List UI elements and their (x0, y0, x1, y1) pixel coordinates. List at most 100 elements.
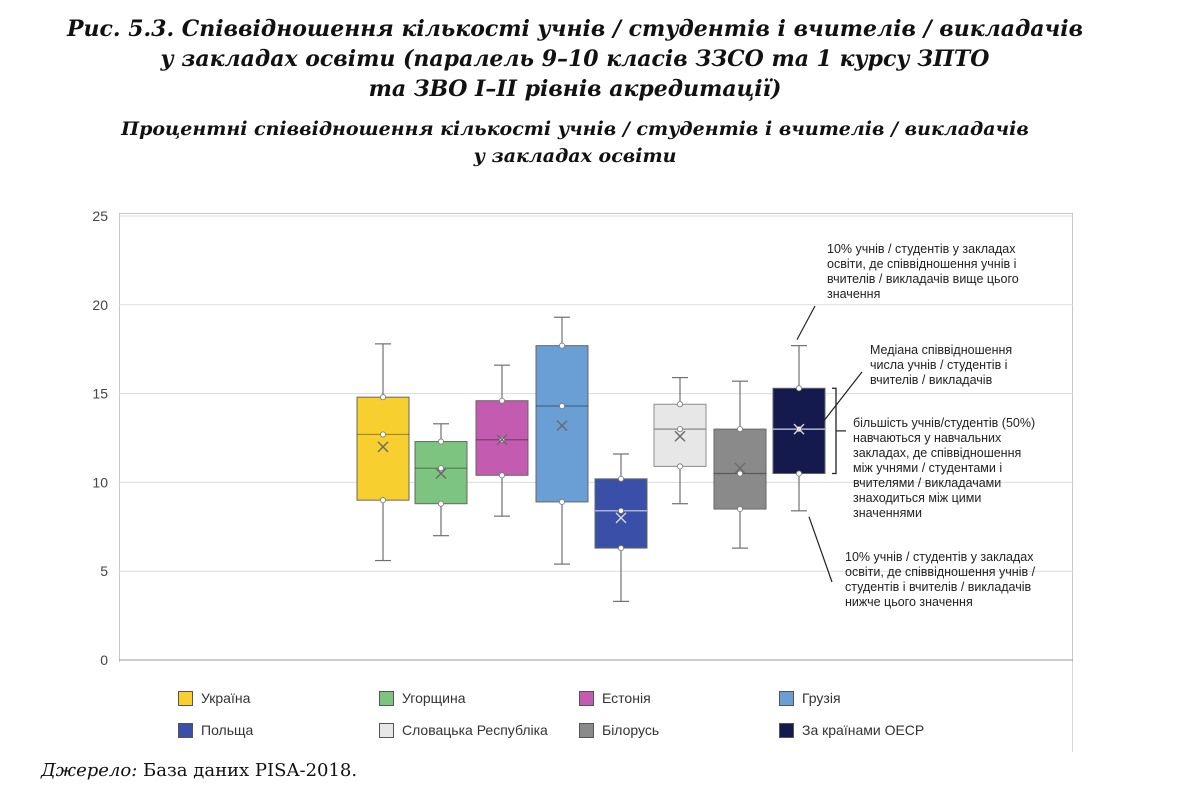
mean-marker (377, 441, 389, 453)
y-tick-label: 5 (100, 563, 108, 579)
figure-title-line: та ЗВО І–ІІ рівнів акредитації) (368, 76, 782, 102)
legend-item: Польща (178, 721, 253, 739)
annotation-line: нижче цього значення (845, 595, 973, 609)
box-8 (772, 345, 826, 512)
legend-label: Угорщина (402, 690, 466, 706)
annotation-median: Медіана співвідношення числа учнів / сту… (870, 343, 1012, 388)
figure-subtitle-line: Процентні співвідношення кількості учнів… (121, 118, 1029, 140)
annotation-line: вчителями / викладачами (853, 476, 1002, 490)
legend-item: Естонія (579, 689, 651, 707)
annotation-line: вчителів / викладачів (870, 373, 993, 387)
quartile-marker (379, 497, 386, 504)
box-5 (594, 453, 648, 602)
annotation-line: освіти, де співвідношення учнів і (827, 257, 1017, 271)
figure-title: Рис. 5.3. Співвідношення кількості учнів… (0, 14, 1150, 104)
annotation-top-decile: 10% учнів / студентів у закладах освіти,… (827, 242, 1019, 302)
quartile-marker (677, 401, 684, 408)
box-iqr (356, 396, 410, 501)
mean-marker-stroke (793, 423, 805, 435)
quartile-marker (498, 397, 505, 404)
median-marker (677, 426, 684, 433)
annotation-line: значення (827, 287, 881, 301)
annotation-line: знаходиться між цими (853, 491, 982, 505)
legend-item: Словацька Республіка (379, 721, 548, 739)
legend-swatch (178, 690, 193, 706)
legend-item: Угорщина (379, 689, 466, 707)
y-tick-label: 15 (92, 386, 108, 402)
quartile-marker (796, 385, 803, 392)
chart-frame (119, 213, 1073, 662)
box-7 (713, 380, 767, 549)
mean-marker-stroke (734, 462, 746, 474)
legend-swatch (379, 722, 394, 738)
mean-marker (674, 430, 686, 442)
box-6 (653, 377, 707, 505)
y-axis-ticks: 0 5 10 15 20 25 (92, 208, 108, 668)
box-4 (535, 316, 589, 565)
mean-marker-stroke (674, 430, 686, 442)
quartile-marker (437, 500, 444, 507)
legend-label: Україна (201, 690, 251, 706)
legend-item: За країнами ОЕСР (779, 721, 924, 739)
leader-bottom (808, 516, 833, 583)
box-2 (414, 423, 468, 537)
y-tick-label: 0 (100, 652, 108, 668)
annotation-line: числа учнів / студентів і (870, 358, 1008, 372)
legend-frame (119, 662, 1073, 752)
quartile-marker (677, 463, 684, 470)
median-marker (618, 507, 625, 514)
quartile-marker (618, 475, 625, 482)
box-1 (356, 343, 410, 562)
median-marker (379, 431, 386, 438)
source-note: Джерело: База даних PISA-2018. (41, 760, 357, 781)
mean-marker-stroke (435, 468, 447, 480)
quartile-marker (737, 506, 744, 513)
legend-label: Грузія (802, 690, 841, 706)
legend-swatch (579, 690, 594, 706)
median-marker (559, 403, 566, 410)
y-tick-label: 10 (92, 474, 108, 490)
leader-top (796, 305, 816, 340)
mean-marker-stroke (496, 434, 508, 446)
quartile-marker (796, 470, 803, 477)
box-iqr (535, 345, 589, 503)
legend-item: Білорусь (579, 721, 659, 739)
bracket-iqr (832, 387, 837, 475)
annotation-line: значеннями (853, 506, 922, 520)
legend-swatch (379, 690, 394, 706)
mean-marker (615, 512, 627, 524)
legend-label: Естонія (602, 690, 651, 706)
annotation-line: студентів і вчителів / викладачів (845, 580, 1032, 594)
quartile-marker (437, 438, 444, 445)
legend-label: Польща (201, 722, 254, 738)
annotation-bottom-decile: 10% учнів / студентів у закладах освіти,… (845, 550, 1035, 610)
quartile-marker (498, 472, 505, 479)
figure-title-line: у закладах освіти (паралель 9–10 класів … (160, 46, 990, 72)
annotation-interquartile: більшість учнів/студентів (50%) навчають… (853, 416, 1035, 521)
annotation-line: освіти, де співвідношення учнів / (845, 565, 1036, 579)
legend-swatch (579, 722, 594, 738)
figure-subtitle-line: у закладах освіти (473, 145, 677, 167)
annotation-line: більшість учнів/студентів (50%) (853, 416, 1036, 430)
annotation-line: 10% учнів / студентів у закладах (827, 242, 1016, 256)
median-marker (437, 465, 444, 472)
quartile-marker (618, 545, 625, 552)
annotation-line: вчителів / викладачів вище цього (827, 272, 1019, 286)
annotation-line: 10% учнів / студентів у закладах (845, 550, 1034, 564)
y-tick-label: 25 (92, 208, 108, 224)
quartile-marker (559, 498, 566, 505)
mean-marker (734, 462, 746, 474)
legend-swatch (779, 690, 794, 706)
quartile-marker (559, 342, 566, 349)
legend-label: За країнами ОЕСР (802, 722, 925, 738)
quartile-marker (737, 426, 744, 433)
mean-marker-stroke (556, 420, 568, 432)
quartile-marker (379, 394, 386, 401)
legend-item: Грузія (779, 689, 841, 707)
source-text: База даних PISA-2018. (137, 760, 358, 781)
legend-label: Білорусь (602, 722, 660, 738)
annotation-line: між учнями / студентами і (853, 461, 1003, 475)
annotation-line: закладах, де співвідношення (853, 446, 1022, 460)
mean-marker-stroke (377, 441, 389, 453)
